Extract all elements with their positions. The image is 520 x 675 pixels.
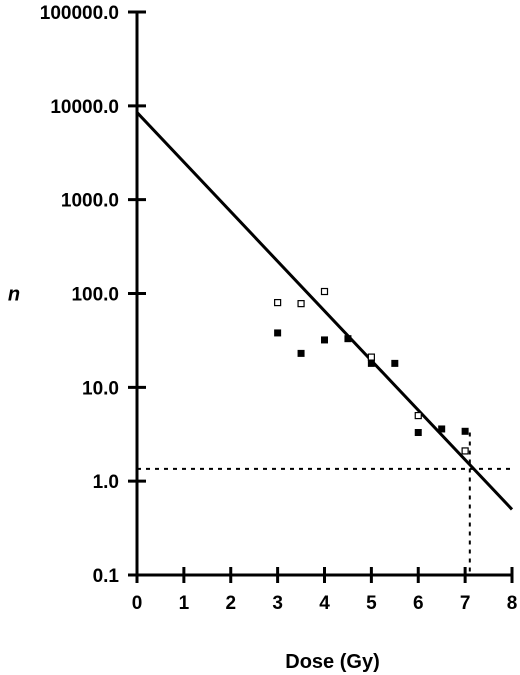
fit-line-layer [135, 111, 514, 511]
open-square-point [297, 300, 305, 308]
filled-square-point [297, 349, 305, 357]
open-square-point [414, 411, 422, 420]
axes: 0 1 2 3 4 5 6 7 8 0.1 1.0 10.0 100.0 1000.0 10000.0 100… [40, 3, 518, 614]
open-square-point [274, 298, 282, 307]
filled-square-point [414, 429, 422, 437]
x-tick-label: 8 [507, 593, 518, 614]
x-tick-label: 7 [460, 593, 471, 614]
y-axis-title: n [8, 284, 20, 306]
x-axis-title: Dose (Gy) [285, 651, 379, 673]
reference-lines [137, 432, 512, 575]
x-tick-label: 4 [319, 593, 330, 614]
filled-square-point [321, 336, 328, 344]
fit-line [135, 111, 514, 511]
filled-square-point [344, 335, 352, 343]
y-tick-label: 1.0 [93, 472, 119, 493]
x-tick-label: 2 [225, 593, 236, 614]
filled-square-point [367, 359, 375, 367]
x-tick-label: 1 [179, 593, 190, 614]
data-points [274, 287, 469, 455]
y-tick-label: 100000.0 [40, 3, 119, 24]
y-tick-label: 0.1 [93, 566, 120, 587]
y-tick-label: 10.0 [82, 378, 119, 399]
x-tick-label: 3 [272, 593, 283, 614]
y-tick-label: 1000.0 [61, 191, 119, 212]
x-tick-label: 5 [366, 593, 377, 614]
filled-square-point [391, 359, 399, 367]
y-tick-label: 100.0 [71, 285, 119, 306]
x-tick-label: 6 [413, 593, 424, 614]
open-square-point [367, 353, 375, 361]
filled-square-point [274, 329, 282, 337]
open-square-point [320, 287, 329, 296]
open-square-point [461, 447, 469, 455]
y-tick-label: 10000.0 [50, 97, 119, 118]
filled-square-point [438, 425, 446, 433]
x-tick-label: 0 [132, 593, 143, 614]
filled-square-point [461, 427, 469, 435]
